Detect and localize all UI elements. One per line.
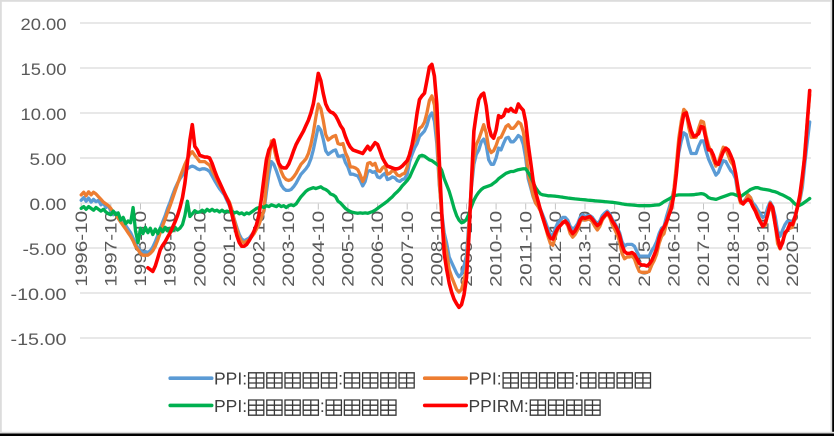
svg-text:2011-10: 2011-10 (516, 211, 535, 287)
svg-text:10.00: 10.00 (21, 105, 67, 124)
svg-text:2010-10: 2010-10 (487, 211, 506, 287)
svg-text::: : (574, 369, 579, 389)
svg-text:0.00: 0.00 (30, 195, 67, 214)
svg-text:PPI:: PPI: (214, 396, 247, 416)
svg-text:5.00: 5.00 (30, 150, 67, 169)
svg-text:PPI:: PPI: (214, 369, 247, 389)
svg-text:2012-10: 2012-10 (546, 211, 565, 287)
svg-text::: : (320, 396, 325, 416)
svg-text:2016-10: 2016-10 (665, 211, 684, 287)
svg-text:20.00: 20.00 (21, 15, 67, 34)
svg-text:15.00: 15.00 (21, 60, 67, 79)
svg-text:2017-10: 2017-10 (694, 211, 713, 287)
svg-text:2013-10: 2013-10 (576, 211, 595, 287)
svg-text:PPIRM:: PPIRM: (469, 396, 529, 416)
svg-text:1997-10: 1997-10 (101, 211, 120, 287)
svg-text:-10.00: -10.00 (11, 285, 67, 304)
svg-text:2004-10: 2004-10 (309, 211, 328, 287)
svg-text:-15.00: -15.00 (11, 330, 67, 349)
svg-text:1996-10: 1996-10 (72, 211, 91, 287)
svg-text:-5.00: -5.00 (23, 240, 67, 259)
svg-text:2005-10: 2005-10 (339, 211, 358, 287)
svg-text:2000-10: 2000-10 (190, 211, 209, 287)
svg-text:2006-10: 2006-10 (368, 211, 387, 287)
svg-text:2018-10: 2018-10 (724, 211, 743, 287)
svg-text:2019-10: 2019-10 (753, 211, 772, 287)
svg-text:2003-10: 2003-10 (279, 211, 298, 287)
svg-text:PPI:: PPI: (469, 369, 502, 389)
svg-text:2007-10: 2007-10 (398, 211, 417, 287)
svg-text::: : (338, 369, 343, 389)
